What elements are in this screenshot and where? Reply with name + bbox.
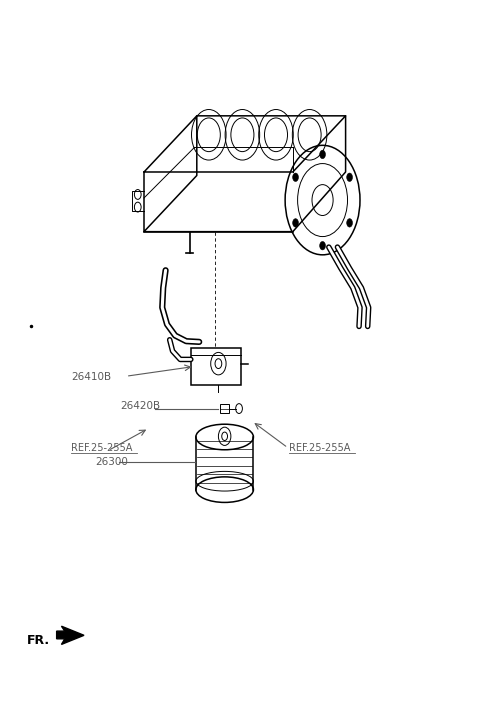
Circle shape <box>347 219 352 227</box>
Text: 26420B: 26420B <box>120 401 160 411</box>
Text: 26300: 26300 <box>95 457 128 467</box>
Text: REF.25-255A: REF.25-255A <box>71 443 132 453</box>
Text: 26410B: 26410B <box>71 373 111 383</box>
Text: FR.: FR. <box>26 634 49 647</box>
Text: REF.25-255A: REF.25-255A <box>289 443 351 453</box>
Circle shape <box>320 241 325 250</box>
Bar <box>220 404 229 413</box>
Circle shape <box>293 219 299 227</box>
Circle shape <box>347 173 352 182</box>
Polygon shape <box>57 626 84 644</box>
Circle shape <box>320 150 325 159</box>
Circle shape <box>293 173 299 182</box>
